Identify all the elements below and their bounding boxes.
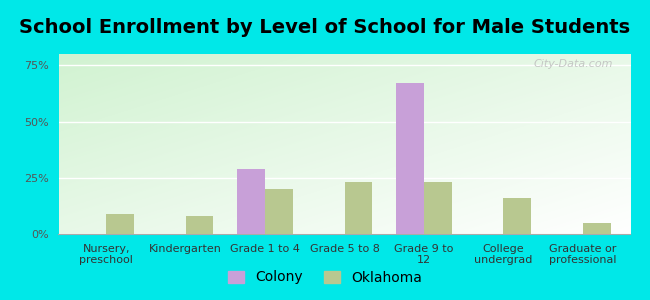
Bar (503, 198, 531, 234)
Text: City-Data.com: City-Data.com (534, 59, 614, 69)
Bar (396, 83, 424, 234)
Legend: Colony, Oklahoma: Colony, Oklahoma (222, 265, 428, 290)
Bar (237, 169, 265, 234)
Bar (424, 182, 452, 234)
Bar (583, 223, 610, 234)
Bar (344, 182, 372, 234)
Text: School Enrollment by Level of School for Male Students: School Enrollment by Level of School for… (20, 18, 630, 37)
Bar (265, 189, 293, 234)
Bar (186, 216, 213, 234)
Bar (106, 214, 134, 234)
